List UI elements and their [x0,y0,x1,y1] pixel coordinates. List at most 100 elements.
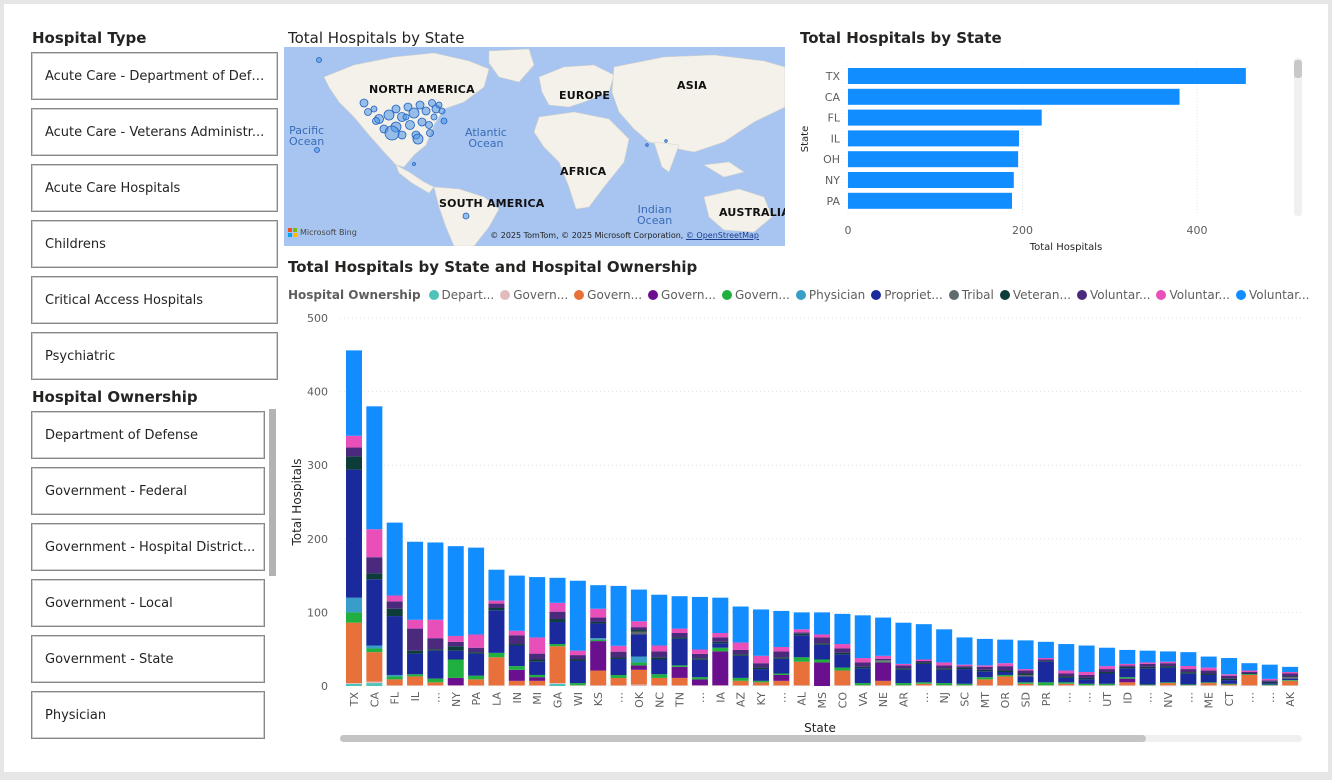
map-bubble[interactable] [664,139,668,143]
map-bubble[interactable] [405,120,415,130]
stack-segment[interactable] [895,668,912,670]
stack-segment[interactable] [1160,683,1176,686]
stack-segment[interactable] [976,669,993,672]
stack-segment[interactable] [427,542,444,620]
stack-segment[interactable] [346,683,362,684]
hbar-bar[interactable] [848,130,1020,147]
hospital-type-option[interactable]: Acute Care - Department of Defe... [31,52,278,100]
stack-segment[interactable] [590,621,607,624]
stack-segment[interactable] [427,682,444,686]
map-bubble[interactable] [462,212,470,220]
map-bubble[interactable] [364,108,372,116]
stacked-scrollbar-thumb[interactable] [340,735,1146,742]
map-bubble[interactable] [426,129,434,137]
stack-segment[interactable] [691,685,708,686]
stack-segment[interactable] [1160,663,1176,667]
stack-segment[interactable] [468,653,485,676]
stack-segment[interactable] [915,682,932,684]
stack-segment[interactable] [366,406,383,530]
stack-segment[interactable] [691,679,708,686]
stack-segment[interactable] [651,685,668,686]
stack-segment[interactable] [366,573,383,580]
stack-segment[interactable] [366,645,383,649]
stack-segment[interactable] [386,608,403,617]
stack-segment[interactable] [773,610,790,647]
stack-segment[interactable] [590,639,607,642]
stack-segment[interactable] [651,674,668,678]
stack-segment[interactable] [1200,667,1217,671]
stack-segment[interactable] [773,673,790,675]
stack-segment[interactable] [1221,683,1238,685]
stack-segment[interactable] [1200,683,1217,686]
stack-segment[interactable] [346,469,362,598]
stack-segment[interactable] [407,676,424,686]
stack-segment[interactable] [1098,672,1115,674]
stack-segment[interactable] [976,666,993,670]
stack-segment[interactable] [793,685,810,686]
stack-segment[interactable] [671,666,688,678]
stack-segment[interactable] [651,677,668,686]
stack-segment[interactable] [814,662,831,686]
stack-segment[interactable] [529,577,546,638]
stack-segment[interactable] [549,646,566,684]
stack-segment[interactable] [712,641,729,644]
stack-segment[interactable] [529,661,546,675]
legend-item[interactable]: Physician [795,288,865,302]
stack-segment[interactable] [447,546,464,636]
stack-segment[interactable] [895,622,912,664]
hbar-bar[interactable] [848,88,1180,105]
map-bubble[interactable] [372,117,380,125]
map-bubble[interactable] [412,162,416,166]
stack-segment[interactable] [508,669,525,681]
stack-segment[interactable] [1017,674,1034,677]
stack-segment[interactable] [875,660,892,662]
stack-segment[interactable] [630,684,647,686]
stack-segment[interactable] [1241,674,1258,686]
stack-segment[interactable] [1119,666,1136,669]
stack-segment[interactable] [997,672,1014,675]
stack-segment[interactable] [1119,685,1136,686]
stack-segment[interactable] [447,635,464,642]
legend-item[interactable]: Propriet... [871,288,943,302]
stack-segment[interactable] [366,681,383,684]
stack-segment[interactable] [590,617,607,622]
stack-segment[interactable] [773,646,790,652]
stack-segment[interactable] [346,447,362,457]
stack-segment[interactable] [1261,685,1278,686]
stack-segment[interactable] [814,612,831,635]
stack-segment[interactable] [1098,683,1115,686]
stack-segment[interactable] [610,657,627,659]
stack-segment[interactable] [1058,682,1075,684]
stack-segment[interactable] [773,685,790,686]
stack-segment[interactable] [1241,673,1258,675]
hbar-scrollbar-thumb[interactable] [1294,60,1302,78]
stack-segment[interactable] [712,633,729,638]
stack-segment[interactable] [691,658,708,660]
stack-segment[interactable] [854,683,871,686]
stack-segment[interactable] [1180,672,1197,674]
stack-segment[interactable] [895,683,912,686]
stack-segment[interactable] [1017,640,1034,670]
stack-segment[interactable] [549,621,566,645]
stack-segment[interactable] [997,670,1014,673]
stack-segment[interactable] [630,669,647,685]
stack-segment[interactable] [610,677,627,686]
stack-segment[interactable] [346,597,362,613]
stack-segment[interactable] [997,639,1014,664]
stack-segment[interactable] [875,680,892,686]
stack-segment[interactable] [508,666,525,670]
stack-segment[interactable] [712,597,729,634]
map-bubble[interactable] [430,113,438,121]
stack-segment[interactable] [1282,666,1299,673]
stack-segment[interactable] [407,650,424,654]
stack-segment[interactable] [386,595,403,602]
stack-segment[interactable] [468,547,485,635]
hospital-type-option[interactable]: Childrens [31,220,278,268]
stack-segment[interactable] [1261,664,1278,679]
stack-segment[interactable] [529,659,546,662]
stack-segment[interactable] [1098,673,1115,684]
legend-item[interactable]: Voluntar... [1235,288,1309,302]
stack-segment[interactable] [590,608,607,618]
legend-item[interactable]: Govern... [648,288,716,302]
stack-segment[interactable] [936,685,953,686]
